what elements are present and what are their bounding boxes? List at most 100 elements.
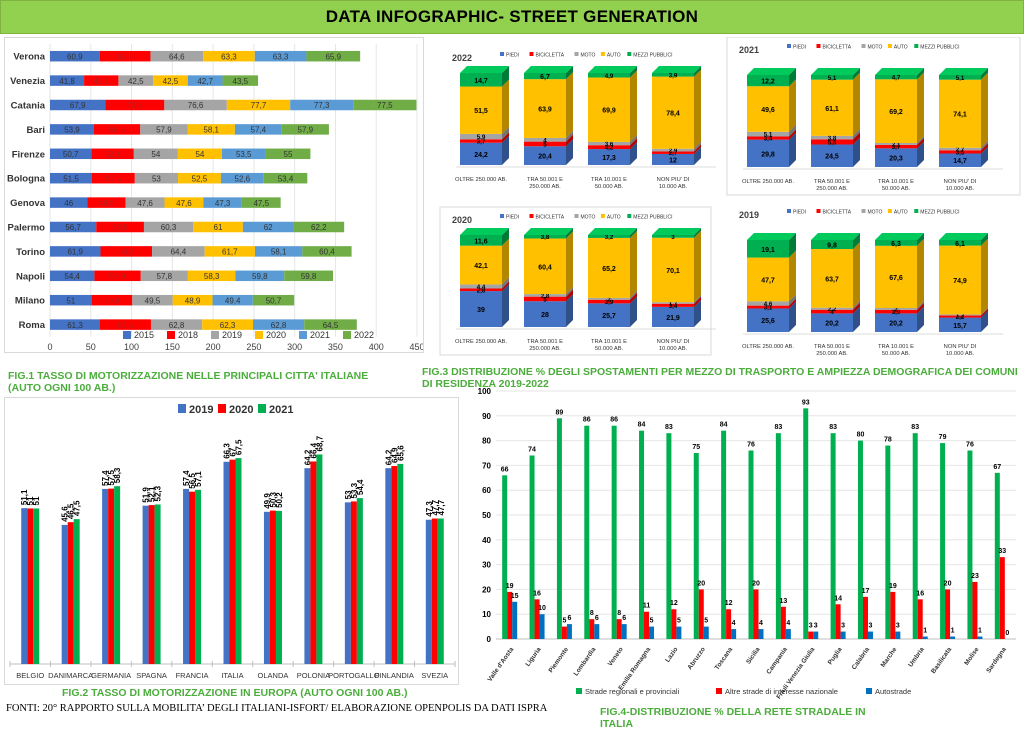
fig4-data-label: 20 xyxy=(697,580,705,587)
fig4-data-label: 4 xyxy=(786,620,790,627)
fig3-legend-swatch xyxy=(787,44,791,48)
fig1-bar xyxy=(132,294,173,306)
fig4-data-label: 66 xyxy=(501,466,509,473)
fig3-data-label: 14,7 xyxy=(474,78,488,85)
fig3-data-label: 4,7 xyxy=(892,75,901,82)
fig4-bar xyxy=(895,631,901,639)
fig3-category-label: NON PIU' DI xyxy=(657,339,690,345)
fig1-category-label: Palermo xyxy=(8,223,46,234)
fig3-data-label: 2,2 xyxy=(828,306,837,313)
fig3-bar-side xyxy=(853,302,860,314)
fig1-bar xyxy=(50,221,97,233)
fig1-bar xyxy=(306,50,361,62)
fig3-bar-segment xyxy=(588,297,630,300)
fig1-data-label: 60,4 xyxy=(319,248,335,257)
fig4-bar xyxy=(666,433,672,639)
fig3-legend-swatch xyxy=(600,52,605,56)
fig4-bar xyxy=(785,629,791,639)
fig1-bar xyxy=(94,270,141,282)
fig1-data-label: 56,8 xyxy=(109,126,125,135)
fig4-category-label: Liguria xyxy=(525,646,543,668)
fig3-bar-top xyxy=(460,66,509,73)
fig4-legend-swatch xyxy=(866,688,872,694)
fig1-category-label: Catania xyxy=(11,101,46,112)
fig1-bar xyxy=(254,246,303,257)
fig3-bar-segment xyxy=(747,305,789,309)
fig4-bar xyxy=(813,631,819,639)
fig1-legend-swatch xyxy=(167,331,175,339)
fig3-bar-segment xyxy=(747,240,789,258)
fig3-bar-side xyxy=(566,66,573,80)
fig4-data-label: 33 xyxy=(998,548,1006,555)
fig3-data-label: 74,9 xyxy=(953,278,967,285)
fig3-bar-side xyxy=(789,68,796,87)
fig3-category-label: OLTRE 250.000 AB. xyxy=(455,177,507,183)
fig3-data-label: 4,6 xyxy=(764,301,773,308)
fig4-legend-swatch xyxy=(576,688,582,694)
fig1-category-label: Genova xyxy=(10,198,46,209)
fig3-bar-side xyxy=(630,290,637,300)
fig2-bar xyxy=(229,459,236,664)
fig4-data-label: 6 xyxy=(622,615,626,622)
fig4-bar xyxy=(703,626,709,639)
fig3-category-label: TRA 50.001 E xyxy=(814,179,850,185)
fig3-legend-label: MOTO xyxy=(868,210,883,216)
fig3-bar-segment xyxy=(524,296,566,302)
fig1-bar xyxy=(118,75,154,86)
fig3-bar-segment xyxy=(875,313,917,332)
fig1-bar xyxy=(50,124,94,135)
fig4-legend-swatch xyxy=(716,688,722,694)
fig4-data-label: 11 xyxy=(643,603,651,610)
fig3-legend-label: AUTO xyxy=(894,210,908,216)
fig4-bar xyxy=(780,606,786,639)
fig2-bar xyxy=(195,489,202,664)
fig1-data-label: 49,4 xyxy=(225,296,241,305)
fig4-data-label: 93 xyxy=(802,399,810,406)
fig3-category-label: TRA 50.001 E xyxy=(527,339,563,345)
fig4-data-label: 12 xyxy=(670,600,678,607)
fig1-bar xyxy=(50,75,85,86)
fig4-bar xyxy=(512,601,518,639)
fig3-data-label: 2 xyxy=(607,296,611,303)
fig3-category-label: 10.000 AB. xyxy=(659,346,688,352)
fig4-data-label: 86 xyxy=(610,417,618,424)
fig3-bar-segment xyxy=(588,299,630,304)
fig3-bar-segment xyxy=(811,249,853,308)
fig4-category-label: Lombardia xyxy=(573,646,598,678)
fig3-category-label: 250.000 AB. xyxy=(816,186,848,192)
fig3-bar-segment xyxy=(939,150,981,154)
fig1-legend-swatch xyxy=(255,331,263,339)
fig3-bar-side xyxy=(502,277,509,289)
fig3-bar-segment xyxy=(747,308,789,332)
fig4-data-label: 1 xyxy=(951,628,955,635)
fig1-bar xyxy=(91,148,134,160)
fig3-bar-side xyxy=(694,144,701,154)
fig3-legend-label: AUTO xyxy=(607,215,621,221)
fig4-category-label: Calabria xyxy=(851,646,872,671)
fig1-bar xyxy=(204,246,255,257)
fig3-data-label: 47,7 xyxy=(761,277,775,284)
fig2-data-label: 52,3 xyxy=(154,485,163,501)
fig3-data-label: 3,1 xyxy=(764,305,773,312)
fig1-tick-label: 0 xyxy=(47,342,52,352)
fig4-tick-label: 60 xyxy=(482,486,491,495)
fig3-bar-side xyxy=(853,306,860,332)
fig2-bar xyxy=(344,502,351,664)
fig3-category-label: TRA 10.001 E xyxy=(591,339,627,345)
fig1-data-label: 63,3 xyxy=(221,52,237,61)
fig3-bar-side xyxy=(789,132,796,167)
fig3-bar-side xyxy=(917,141,924,167)
fig1-legend-swatch xyxy=(123,331,131,339)
fig1-data-label: 53 xyxy=(152,174,161,183)
fig3-legend-swatch xyxy=(529,52,534,56)
fig3-bar-segment xyxy=(524,79,566,138)
fig3-legend-label: PIEDI xyxy=(793,210,806,216)
fig3-bar-side xyxy=(694,296,701,307)
fig3-data-label: 24,5 xyxy=(825,154,839,161)
fig3-bar-side xyxy=(566,130,573,142)
fig3-bar-side xyxy=(853,242,860,308)
fig1-data-label: 52,6 xyxy=(235,174,251,183)
fig3-bar-side xyxy=(630,66,637,78)
fig3-panel-border xyxy=(726,36,1021,196)
fig3-data-label: 3,8 xyxy=(828,135,837,142)
